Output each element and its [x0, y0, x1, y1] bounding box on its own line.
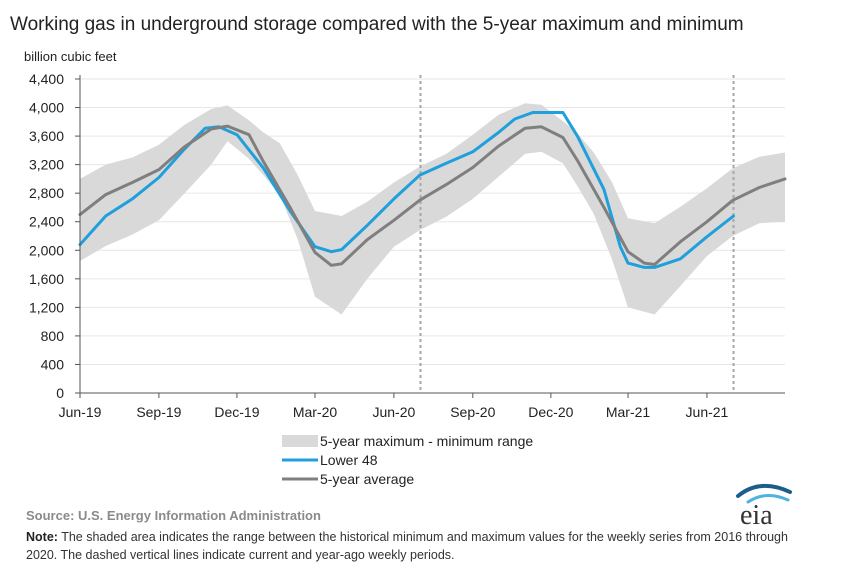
dashed-markers: [419, 75, 735, 393]
note-body: The shaded area indicates the range betw…: [26, 530, 788, 562]
chart-svg: 0 400 800 1,200 1,600 2,000 2,400 2,800 3,200 3,6…: [29, 71, 787, 487]
x-tick-label: Mar-21: [606, 404, 651, 420]
five-year-average-line: [78, 124, 787, 267]
y-tick-label: 1,200: [29, 299, 64, 315]
legend-swatch-range: [282, 435, 318, 447]
note-label: Note:: [26, 530, 58, 544]
lower48-line: [78, 111, 735, 269]
y-tick-label: 3,600: [29, 128, 64, 144]
y-tick-label: 800: [41, 328, 65, 344]
range-band: [80, 103, 785, 315]
x-tick-label: Jun-21: [686, 404, 729, 420]
x-tick-label: Mar-20: [293, 404, 338, 420]
axes: [75, 75, 785, 398]
y-tick-label: 3,200: [29, 157, 64, 173]
x-tick-label: Jun-19: [59, 404, 102, 420]
y-tick-label: 4,400: [29, 71, 64, 87]
logo-wordmark: eia: [740, 500, 773, 528]
y-axis-label: billion cubic feet: [24, 49, 117, 64]
x-tick-labels: Jun-19 Sep-19 Dec-19 Mar-20 Jun-20 Sep-20 Dec-…: [59, 404, 729, 420]
y-tick-labels: 0 400 800 1,200 1,600 2,000 2,400 2,800 3,200 3,6…: [29, 71, 64, 401]
eia-logo: eia: [736, 484, 792, 528]
x-tick-label: Dec-19: [214, 404, 259, 420]
logo-arc-dark: [736, 484, 792, 498]
x-tick-label: Dec-20: [528, 404, 573, 420]
x-tick-label: Jun-20: [372, 404, 415, 420]
note-text: Note: The shaded area indicates the rang…: [26, 528, 816, 564]
x-tick-label: Sep-20: [450, 404, 495, 420]
source-text: Source: U.S. Energy Information Administ…: [26, 508, 321, 523]
logo-arc-light: [746, 494, 790, 504]
legend-label: Lower 48: [320, 452, 378, 468]
x-tick-label: Sep-19: [136, 404, 181, 420]
y-tick-label: 1,600: [29, 271, 64, 287]
chart-title: Working gas in underground storage compa…: [10, 14, 744, 35]
legend: 5-year maximum - minimum range Lower 48 5-…: [282, 433, 533, 487]
y-tick-label: 400: [41, 356, 65, 372]
y-tick-label: 2,800: [29, 185, 64, 201]
range-band-area: [80, 103, 785, 315]
y-tick-label: 2,400: [29, 214, 64, 230]
y-tick-label: 2,000: [29, 242, 64, 258]
legend-label: 5-year average: [320, 471, 414, 487]
y-tick-label: 0: [56, 385, 64, 401]
y-tick-label: 4,000: [29, 100, 64, 116]
series-lines: [78, 111, 787, 269]
grid-lines: [80, 78, 785, 365]
legend-label: 5-year maximum - minimum range: [320, 433, 533, 449]
